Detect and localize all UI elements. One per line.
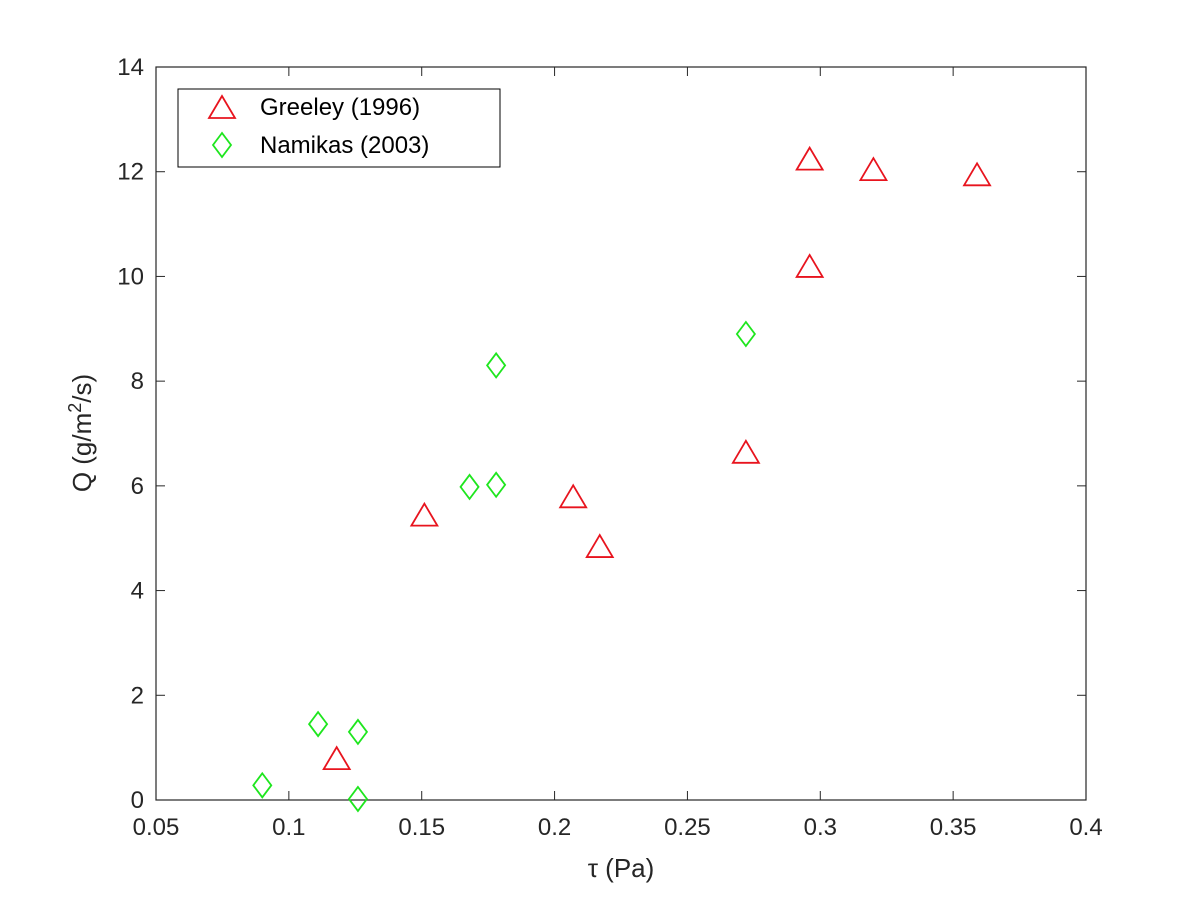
legend-marker-greeley bbox=[207, 94, 237, 119]
greeley-point bbox=[795, 145, 825, 171]
y-axis-label-tail: /s) bbox=[67, 374, 97, 403]
legend: Greeley (1996) Namikas (2003) bbox=[177, 88, 501, 168]
namikas-point bbox=[485, 351, 507, 379]
namikas-point bbox=[252, 771, 273, 799]
x-tick-label: 0.05 bbox=[133, 814, 180, 841]
x-tick-label: 0.25 bbox=[664, 814, 711, 841]
legend-markers bbox=[207, 94, 237, 159]
plot-area bbox=[155, 66, 1087, 801]
legend-marker-namikas bbox=[211, 131, 233, 159]
greeley-point bbox=[795, 253, 825, 278]
x-axis-label-text: τ (Pa) bbox=[588, 853, 655, 883]
greeley-point bbox=[858, 156, 889, 181]
legend-label-greeley: Greeley (1996) bbox=[260, 94, 420, 121]
y-tick-label: 8 bbox=[131, 368, 144, 395]
x-tick-label: 0.2 bbox=[538, 814, 571, 841]
data-points bbox=[252, 145, 992, 813]
legend-label-namikas: Namikas (2003) bbox=[260, 132, 429, 159]
y-tick-label: 12 bbox=[117, 159, 144, 186]
legend-box bbox=[177, 88, 501, 168]
y-tick-label: 4 bbox=[131, 578, 144, 605]
y-tick-label: 10 bbox=[117, 263, 144, 290]
greeley-point bbox=[962, 161, 992, 187]
greeley-point bbox=[322, 745, 352, 771]
y-tick-label: 6 bbox=[131, 473, 144, 500]
x-tick-label: 0.1 bbox=[272, 814, 305, 841]
greeley-point bbox=[731, 439, 761, 464]
x-tick-label: 0.4 bbox=[1069, 814, 1102, 841]
axis-ticks: 0.05 0.1 0.15 0.2 0.25 0.3 0.35 0.4 0 2 4 6 8 10 12 14 bbox=[117, 54, 1102, 841]
namikas-point bbox=[307, 710, 329, 738]
namikas-point bbox=[485, 471, 507, 499]
greeley-point bbox=[409, 501, 439, 527]
greeley-point bbox=[585, 533, 615, 558]
x-tick-label: 0.15 bbox=[398, 814, 445, 841]
namikas-point bbox=[347, 718, 369, 746]
y-axis-label-superscript: 2 bbox=[65, 403, 85, 413]
namikas-point bbox=[735, 320, 757, 348]
y-axis-label: Q (g/m2/s) bbox=[65, 374, 97, 492]
y-tick-label: 2 bbox=[131, 682, 144, 709]
namikas-point bbox=[347, 785, 369, 813]
y-tick-label: 0 bbox=[131, 787, 144, 814]
x-tick-label: 0.35 bbox=[930, 814, 977, 841]
x-axis-label: τ (Pa) bbox=[588, 853, 655, 883]
x-tick-label: 0.3 bbox=[804, 814, 837, 841]
y-axis-label-main: Q (g/m bbox=[67, 413, 97, 492]
y-tick-label: 14 bbox=[117, 54, 144, 81]
greeley-point bbox=[558, 483, 588, 509]
namikas-point bbox=[459, 473, 480, 501]
